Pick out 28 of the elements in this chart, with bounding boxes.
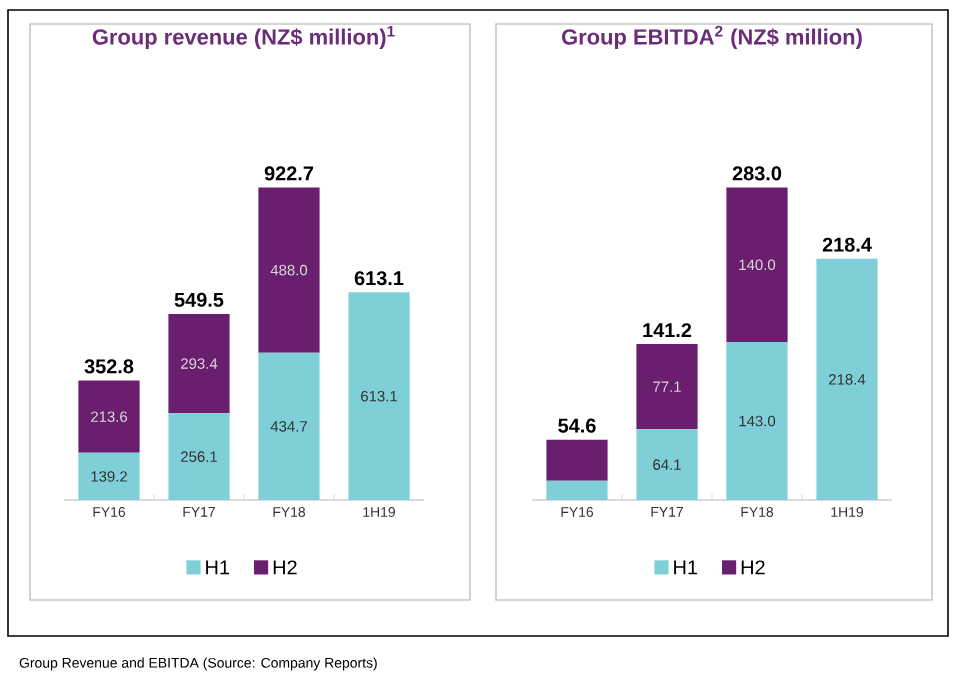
total-label: 613.1 bbox=[354, 271, 404, 286]
bar bbox=[546, 480, 608, 500]
bar bbox=[726, 342, 788, 500]
bar bbox=[726, 187, 788, 343]
bar bbox=[636, 429, 698, 500]
chart-title: Group revenue (NZ$ million)$^{1}$ bbox=[92, 25, 395, 49]
bar bbox=[168, 413, 230, 500]
total-label: 218.4 bbox=[822, 237, 872, 252]
legend-label: H2 bbox=[273, 560, 297, 575]
bar bbox=[78, 452, 140, 500]
bar bbox=[546, 439, 608, 481]
total-label: 922.7 bbox=[264, 166, 314, 181]
legend-label: H2 bbox=[741, 560, 765, 575]
legend-label: H1 bbox=[674, 560, 698, 575]
bar bbox=[258, 352, 320, 500]
bar bbox=[168, 313, 230, 414]
total-label: 54.6 bbox=[558, 418, 596, 433]
bar bbox=[258, 187, 320, 353]
bar bbox=[636, 344, 698, 430]
bar bbox=[78, 380, 140, 453]
bar bbox=[348, 292, 410, 500]
total-label: 549.5 bbox=[174, 292, 224, 307]
total-label: 352.8 bbox=[84, 359, 134, 374]
bar bbox=[816, 258, 878, 500]
legend-label: H1 bbox=[206, 560, 230, 575]
total-label: 141.2 bbox=[643, 323, 692, 338]
chart-title: Group EBITDA$^{2}$ (NZ$ million) bbox=[562, 25, 862, 49]
total-label: 283.0 bbox=[732, 166, 782, 181]
